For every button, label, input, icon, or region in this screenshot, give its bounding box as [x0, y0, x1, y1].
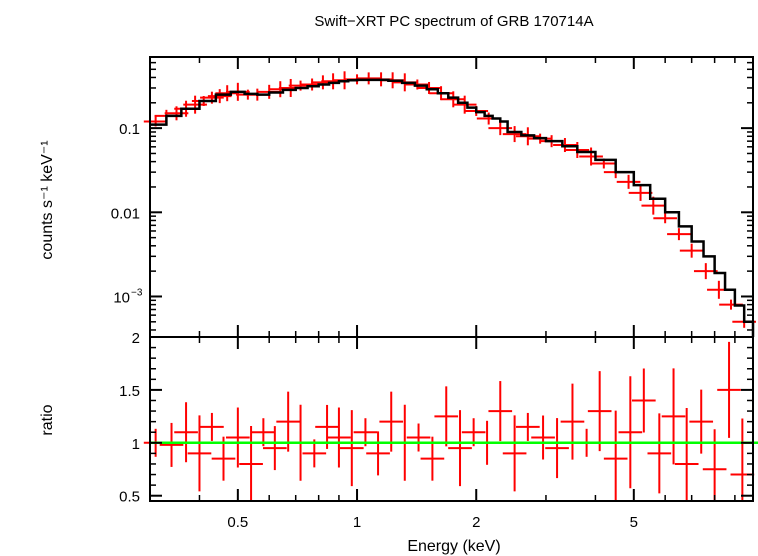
model-curve [150, 78, 755, 337]
ratio-panel: 0.5 1 2 5 0.5 1 1.5 2 ratio Energy (keV) [39, 57, 758, 555]
ratio-y-tick-label: 0.5 [119, 489, 140, 506]
ratio-data-point [187, 415, 212, 492]
spectrum-data-point [667, 228, 691, 241]
ratio-y-tick-label: 2 [132, 330, 140, 347]
ratio-data-point [434, 386, 459, 447]
spectrum-data-point [628, 184, 653, 201]
spectrum-data-point [579, 147, 603, 166]
spectrum-data-point [679, 243, 704, 258]
ratio-data-point [647, 413, 672, 494]
ratio-data-point [674, 407, 699, 501]
ratio-data-point [448, 410, 472, 487]
x-tick-label: 0.5 [227, 514, 248, 531]
y-tick-label: 0.1 [119, 121, 140, 138]
ratio-y-tick-label: 1 [132, 436, 140, 453]
x-tick-label: 1 [353, 514, 361, 531]
y-tick-label: 10 [113, 289, 130, 306]
ratio-data-point [717, 341, 741, 438]
ratio-data-point [226, 407, 250, 468]
ratio-data-point [200, 412, 224, 441]
ratio-panel-frame [149, 336, 754, 502]
x-tick-label: 2 [472, 514, 480, 531]
energy-xlabel: Energy (keV) [407, 538, 500, 555]
ratio-data-point [502, 415, 527, 492]
ratio-data-point [531, 415, 555, 460]
ratio-data-point [339, 410, 364, 487]
spectrum-data-point [215, 85, 240, 102]
ratio-data-point [587, 371, 612, 452]
ratio-y-tick-label: 1.5 [119, 383, 140, 400]
ratio-data-point [406, 423, 431, 452]
x-tick-label: 5 [630, 514, 638, 531]
ratio-data-point [239, 425, 263, 501]
ratio-data-point [159, 422, 184, 467]
spectrum-data-point [653, 213, 677, 224]
ratio-data-point [702, 429, 727, 501]
chart-title: Swift−XRT PC spectrum of GRB 170714A [314, 13, 593, 30]
ratio-data-points [143, 341, 755, 501]
ratio-data-point [618, 376, 643, 489]
spectrum-model-line [150, 78, 755, 337]
ratio-data-point [661, 368, 686, 465]
ratio-data-point [263, 426, 287, 471]
y-tick-exponent: −3 [131, 287, 143, 298]
spectrum-panel: 0.1 0.01 10 −3 counts s⁻¹ keV⁻¹ [39, 56, 757, 338]
y-tick-label: 0.01 [111, 205, 140, 222]
ratio-data-point [366, 431, 390, 476]
ratio-data-point [560, 383, 585, 460]
ratio-data-point [516, 412, 540, 441]
ratio-data-point [603, 410, 628, 501]
ratio-data-point [730, 418, 755, 501]
ratio-data-point [631, 368, 656, 433]
spectrum-ylabel: counts s⁻¹ keV⁻¹ [39, 140, 56, 259]
ratio-ylabel: ratio [39, 404, 56, 435]
ratio-data-point [488, 381, 513, 442]
ratio-data-point [545, 418, 569, 479]
ratio-data-point [327, 407, 351, 468]
spectrum-data-point [616, 174, 641, 189]
ratio-data-point [174, 402, 198, 463]
